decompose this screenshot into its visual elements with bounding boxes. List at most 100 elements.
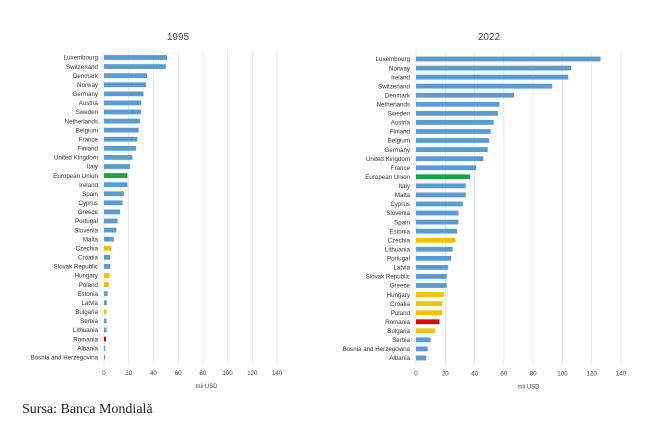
bar-netherlands — [416, 101, 500, 107]
bar-slovak-republic — [416, 274, 447, 279]
bar-portugal — [104, 218, 118, 224]
category-label-hungary: Hungary — [75, 273, 99, 280]
bar-serbia — [416, 337, 431, 343]
bar-germany — [104, 91, 144, 97]
bar-united-kingdom — [104, 155, 133, 160]
bar-estonia — [416, 228, 458, 234]
category-label-cyprus: Cyprus — [78, 200, 98, 207]
bar-greece — [416, 283, 447, 288]
category-label-austria: Austria — [79, 100, 99, 107]
bar-italy — [416, 183, 466, 189]
category-label-malta: Malta — [395, 192, 411, 199]
category-label-bulgaria: Bulgaria — [387, 328, 410, 335]
category-label-denmark: Denmark — [73, 73, 99, 80]
bar-greece — [104, 209, 121, 215]
category-label-slovak-republic: Slovak Republic — [54, 264, 98, 271]
category-label-ireland: Ireland — [391, 74, 410, 81]
category-label-poland: Poland — [391, 310, 411, 317]
x-tick-label: 0 — [102, 370, 106, 377]
category-label-italy: Italy — [87, 164, 99, 171]
category-label-united-kingdom: United Kingdom — [366, 156, 410, 163]
category-label-greece: Greece — [390, 283, 411, 290]
bar-ireland — [104, 182, 128, 188]
bar-cyprus — [104, 200, 123, 206]
x-tick-label: 20 — [442, 371, 449, 378]
bar-belgium — [104, 127, 139, 133]
category-label-romania: Romania — [73, 336, 98, 343]
bar-czechia — [416, 237, 456, 243]
category-label-spain: Spain — [394, 219, 410, 226]
bar-united-kingdom — [416, 156, 484, 162]
category-label-greece: Greece — [78, 209, 99, 216]
category-label-serbia: Serbia — [80, 318, 98, 325]
category-label-netherlands: Netherlands — [377, 102, 410, 109]
bar-austria — [104, 100, 142, 106]
category-label-romania: Romania — [385, 319, 410, 326]
category-label-lithuania: Lithuania — [73, 327, 99, 334]
bar-lithuania — [104, 327, 107, 333]
category-label-denmark: Denmark — [385, 92, 411, 99]
chart-title: 1995 — [167, 32, 190, 43]
category-label-bosnia-and-herzegovina: Bosnia and Herzegovina — [31, 354, 99, 361]
bar-hungary — [416, 292, 444, 297]
category-label-serbia: Serbia — [392, 337, 410, 344]
category-label-spain: Spain — [82, 191, 98, 198]
chart-2022: 2022 0 20 40 60 80 100 120 140 mii USD Luxembourg N… — [343, 32, 627, 391]
x-tick-label: 100 — [557, 371, 568, 378]
bar-european-union — [416, 174, 471, 180]
bar-france — [104, 136, 138, 142]
bar-spain — [104, 191, 124, 197]
source-note: Sursa: Banca Mondială — [22, 402, 153, 417]
bar-bosnia-and-herzegovina — [104, 354, 106, 360]
category-label-portugal: Portugal — [387, 256, 410, 263]
bar-luxembourg — [104, 55, 168, 60]
category-label-estonia: Estonia — [389, 228, 410, 235]
category-label-france: France — [79, 136, 99, 143]
x-tick-label: 120 — [247, 370, 258, 377]
bar-ireland — [416, 74, 569, 80]
category-label-slovenia: Slovenia — [386, 210, 410, 217]
category-label-luxembourg: Luxembourg — [64, 55, 99, 62]
category-label-slovak-republic: Slovak Republic — [366, 274, 410, 281]
bar-lithuania — [416, 246, 453, 252]
x-axis-label: mii USD — [518, 385, 541, 391]
category-label-latvia: Latvia — [393, 265, 410, 272]
category-label-germany: Germany — [73, 91, 99, 98]
chart-title: 2022 — [478, 32, 501, 43]
category-label-germany: Germany — [385, 147, 411, 154]
bar-slovak-republic — [104, 264, 111, 269]
bar-portugal — [416, 255, 452, 261]
category-label-malta: Malta — [83, 236, 99, 243]
bar-netherlands — [104, 118, 140, 124]
x-tick-label: 40 — [471, 371, 478, 378]
category-label-sweden: Sweden — [388, 111, 411, 118]
x-tick-label: 60 — [500, 371, 507, 378]
bar-cyprus — [416, 201, 463, 207]
bar-germany — [416, 147, 488, 152]
category-label-bulgaria: Bulgaria — [75, 309, 98, 316]
bar-finland — [104, 145, 137, 151]
bar-croatia — [416, 301, 443, 307]
category-label-czechia: Czechia — [388, 237, 411, 244]
category-label-luxembourg: Luxembourg — [376, 56, 411, 63]
bar-norway — [104, 82, 147, 88]
bar-france — [416, 165, 477, 171]
bar-bulgaria — [104, 309, 107, 315]
bar-romania — [104, 336, 106, 342]
bar-switzerland — [104, 64, 166, 69]
bar-malta — [104, 236, 114, 242]
category-label-slovenia: Slovenia — [74, 227, 98, 234]
bar-estonia — [104, 291, 108, 297]
bar-serbia — [104, 318, 107, 324]
category-label-netherlands: Netherlands — [65, 118, 98, 125]
bar-latvia — [416, 264, 449, 270]
bar-romania — [416, 319, 440, 325]
bar-latvia — [104, 300, 107, 306]
category-label-portugal: Portugal — [75, 218, 98, 225]
bar-finland — [416, 129, 491, 134]
bar-belgium — [416, 138, 490, 143]
x-tick-label: 20 — [125, 370, 132, 377]
category-label-norway: Norway — [389, 65, 411, 72]
bar-bulgaria — [416, 328, 436, 334]
x-tick-label: 100 — [222, 370, 233, 377]
